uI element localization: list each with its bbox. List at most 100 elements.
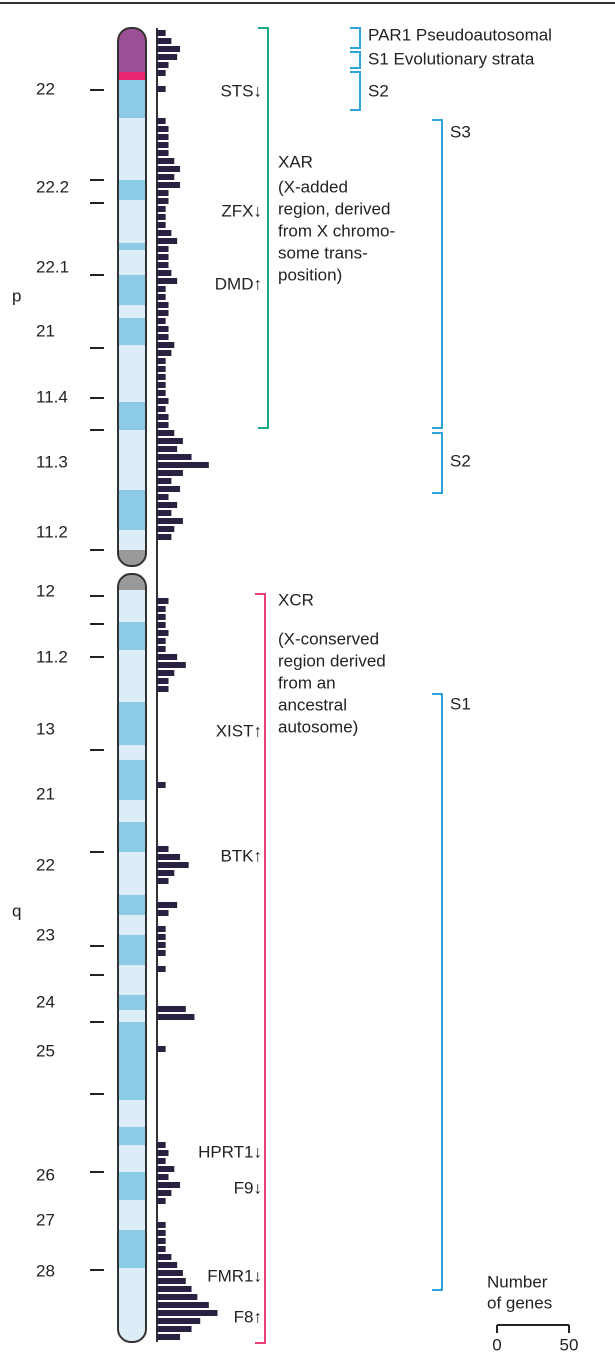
gene-bar: [157, 862, 189, 868]
gene-bar: [157, 294, 166, 300]
band: [118, 28, 146, 72]
gene-bar: [157, 62, 169, 68]
gene-bar: [157, 446, 177, 452]
stratum-bracket: [350, 28, 360, 48]
gene-bar: [157, 1302, 209, 1308]
band: [118, 72, 146, 80]
gene-bar: [157, 1198, 166, 1204]
gene-bar: [157, 518, 183, 524]
gene-bar: [157, 222, 166, 228]
gene-bar: [157, 1278, 186, 1284]
band: [118, 822, 146, 852]
stratum-label: S1: [450, 694, 471, 713]
gene-bar: [157, 478, 171, 484]
xcr-line: ancestral: [278, 695, 347, 714]
band: [118, 243, 146, 250]
gene-bar: [157, 614, 166, 620]
gene-bar: [157, 70, 166, 76]
gene-bar: [157, 950, 166, 956]
gene-bar: [157, 598, 169, 604]
gene-bar: [157, 910, 169, 916]
gene-bar: [157, 190, 169, 196]
gene-bar: [157, 182, 180, 188]
gene-bar: [157, 878, 169, 884]
gene-bar: [157, 1190, 171, 1196]
gene-bar: [157, 1174, 169, 1180]
band-label: 28: [36, 1261, 55, 1280]
gene-bar: [157, 118, 166, 124]
band: [118, 760, 146, 800]
gene-bar: [157, 262, 169, 268]
gene-bar: [157, 38, 171, 44]
gene-label: BTK↑: [220, 846, 262, 865]
gene-bar: [157, 390, 166, 396]
gene-bar: [157, 902, 177, 908]
gene-bar: [157, 342, 174, 348]
band: [118, 1230, 146, 1268]
band: [118, 995, 146, 1010]
arm-label: q: [12, 901, 21, 920]
gene-bar: [157, 422, 169, 428]
gene-bar: [157, 462, 209, 468]
band-label: 11.4: [36, 387, 68, 406]
band: [118, 180, 146, 200]
band-label: 27: [36, 1210, 55, 1229]
stratum-label: S2: [368, 81, 389, 100]
gene-bar: [157, 1262, 177, 1268]
gene-bar: [157, 398, 169, 404]
band: [118, 1127, 146, 1145]
gene-bar: [157, 430, 174, 436]
xar-line: position): [278, 265, 342, 284]
band: [118, 1172, 146, 1200]
gene-bar: [157, 654, 177, 660]
xcr-line: region derived: [278, 651, 386, 670]
gene-bar: [157, 246, 169, 252]
legend-title: of genes: [487, 1293, 552, 1312]
gene-bar: [157, 846, 169, 852]
band: [118, 1022, 146, 1100]
band-label: 22: [36, 855, 55, 874]
gene-bar: [157, 30, 166, 36]
band-label: 11.2: [36, 522, 68, 541]
xcr-line: autosome): [278, 717, 358, 736]
gene-bar: [157, 214, 166, 220]
xar-title: XAR: [278, 152, 313, 171]
stratum-label: S3: [450, 122, 471, 141]
band-label: 21: [36, 784, 55, 803]
gene-label: STS↓: [220, 81, 262, 100]
gene-bar: [157, 1150, 169, 1156]
gene-bar: [157, 502, 177, 508]
stratum-bracket: [432, 433, 442, 493]
band-label: 22.2: [36, 177, 69, 196]
gene-bar: [157, 1270, 183, 1276]
gene-bar: [157, 270, 171, 276]
gene-bar: [157, 942, 166, 948]
band: [118, 702, 146, 745]
band-label: 24: [36, 992, 55, 1011]
xcr-line: from an: [278, 673, 336, 692]
band-label: 23: [36, 925, 55, 944]
band-label: 11.3: [36, 452, 68, 471]
gene-bar: [157, 534, 171, 540]
gene-bar: [157, 150, 169, 156]
gene-bar: [157, 134, 169, 140]
gene-bar: [157, 662, 186, 668]
stratum-bracket: [432, 694, 442, 1290]
legend-title: Number: [487, 1272, 548, 1291]
stratum-label: PAR1 Pseudoautosomal: [368, 25, 552, 44]
gene-bar: [157, 854, 180, 860]
gene-bar: [157, 438, 183, 444]
gene-bar: [157, 646, 166, 652]
gene-bar: [157, 486, 180, 492]
gene-bar: [157, 126, 169, 132]
stratum-bracket: [432, 120, 442, 428]
gene-bar: [157, 1310, 217, 1316]
gene-bar: [157, 470, 183, 476]
gene-bar: [157, 326, 169, 332]
gene-label: F9↓: [234, 1178, 262, 1197]
gene-bar: [157, 606, 166, 612]
gene-bar: [157, 454, 192, 460]
gene-bar: [157, 1182, 180, 1188]
band: [118, 402, 146, 430]
band: [118, 275, 146, 305]
